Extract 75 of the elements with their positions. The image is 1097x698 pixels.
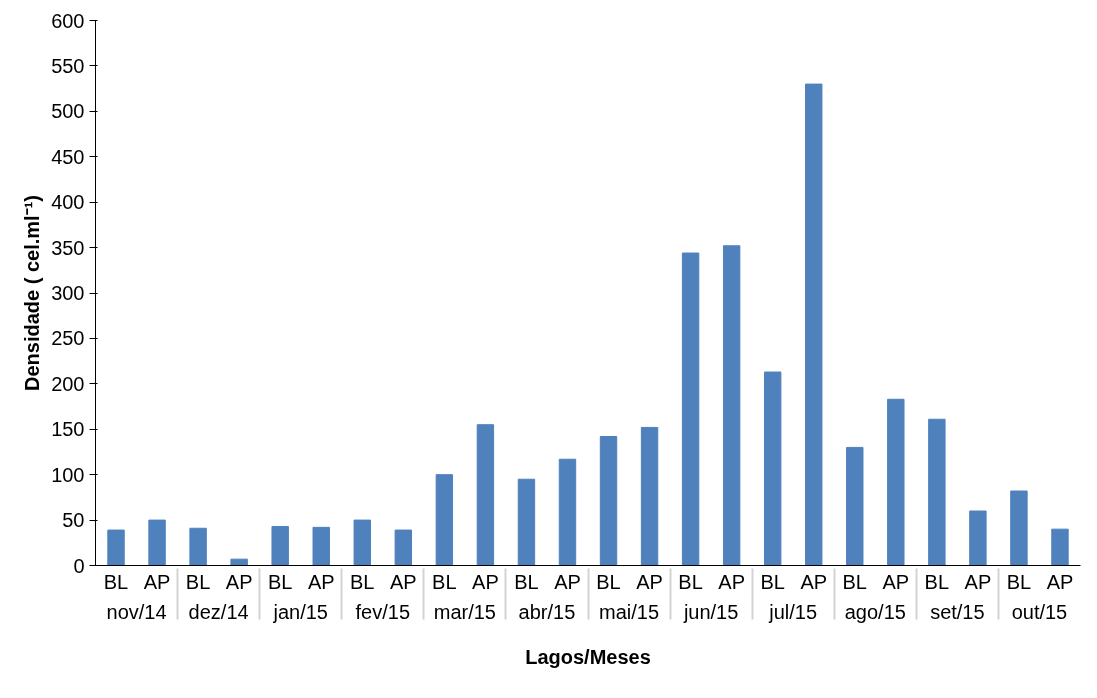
bar [353,519,371,566]
bar [312,526,330,566]
bar [148,519,166,566]
x-tick-label: AP [636,570,663,593]
text: mar/15 [433,600,496,623]
bar [230,558,248,566]
text: out/15 [1011,600,1068,623]
y-tick-label: 600 [51,9,85,32]
x-tick-label: AP [225,570,253,593]
text: set/15 [930,600,985,623]
bar [599,436,618,566]
x-tick-label: BL [185,570,211,593]
bar [1051,528,1069,566]
x-tick-label: BL [678,570,703,593]
bar [928,418,946,566]
text: abr/15 [518,600,576,623]
x-tick-label: AP [800,570,828,593]
x-tick-label: AP [882,570,910,593]
text: ago/15 [844,600,906,623]
text: jan/15 [272,600,328,623]
x-tick-label: BL [432,570,457,593]
bar [517,478,536,566]
y-tick-label: 100 [51,463,85,486]
x-tick-label: AP [554,570,581,593]
bar [969,510,987,566]
bar [887,398,905,566]
x-tick-label: BL [842,570,868,593]
bar [394,529,413,566]
x-tick-label: AP [1046,570,1074,593]
bar [476,424,495,566]
x-tick-label: AP [389,570,417,593]
x-tick-label: BL [596,570,621,593]
text: fev/15 [355,600,411,623]
bar [107,529,125,566]
x-tick-label: BL [760,570,785,593]
y-tick-label: 550 [51,54,85,77]
x-tick-label: BL [350,570,375,593]
y-tick-label: 400 [51,191,85,214]
x-tick-label: AP [472,570,499,593]
y-tick-label: 200 [51,372,85,395]
text: mai/15 [599,600,660,623]
x-tick-label: AP [307,570,335,593]
y-tick-label: 350 [51,236,85,259]
y-tick-label: 300 [51,282,85,304]
x-tick-label: BL [924,570,950,593]
bar [763,371,782,566]
x-tick-label: AP [143,570,171,593]
bar [558,458,577,566]
x-tick-label: AP [718,570,745,593]
x-tick-label: BL [514,570,539,593]
y-tick-label: 250 [51,327,85,350]
text: jun/15 [682,600,739,623]
y-axis-title: Densidade ( cel.ml⁻¹) [21,195,44,391]
text: nov/14 [106,600,167,623]
y-tick-label: 450 [51,145,85,168]
y-tick-label: 0 [73,554,85,577]
x-tick-label: AP [964,570,992,593]
x-tick-label: BL [267,570,293,593]
x-axis-title: Lagos/Meses [525,645,651,668]
y-tick-label: 50 [62,509,85,532]
bar [1010,490,1028,566]
bar [271,525,289,566]
x-tick-label: BL [103,570,129,593]
bar [805,83,823,566]
y-tick-label: 500 [51,100,85,123]
text: jul/15 [768,600,818,623]
y-tick-label: 150 [51,418,85,441]
bar [435,474,454,566]
bar [846,446,864,566]
bar [189,527,207,566]
bar [640,426,659,566]
bar [681,252,700,566]
bar [722,245,741,566]
x-tick-label: BL [1006,570,1032,593]
text: dez/14 [188,600,249,623]
